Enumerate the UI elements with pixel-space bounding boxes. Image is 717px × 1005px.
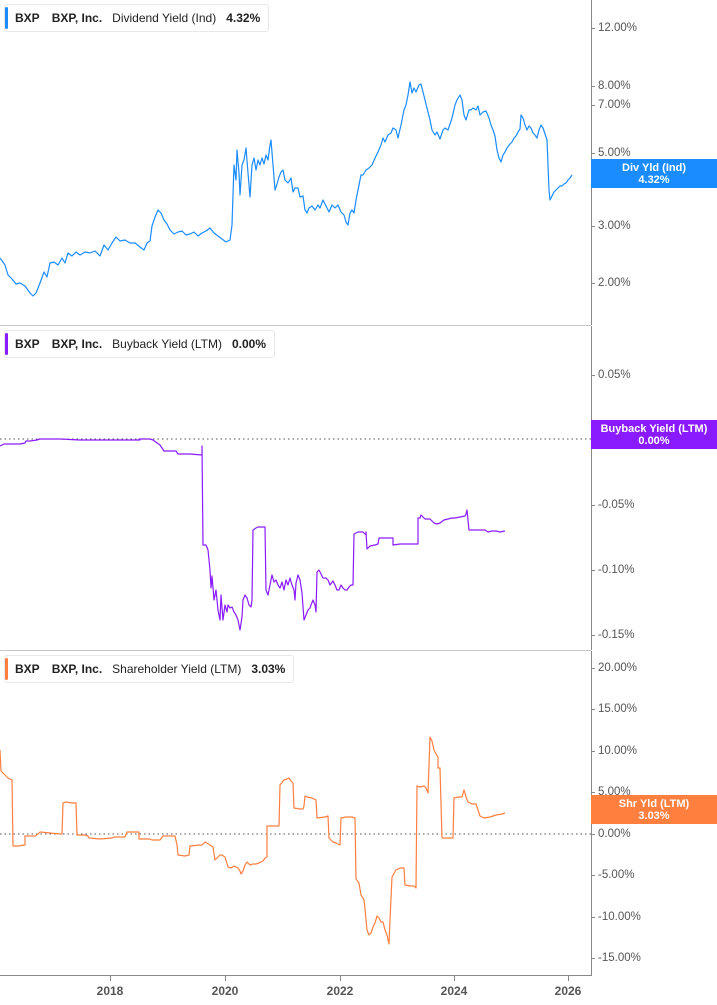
tag-value: 0.00% [638,434,670,447]
y-tick [591,709,595,710]
legend-ticker: BXP [15,11,40,25]
legend-value: 4.32% [226,11,261,25]
y-tick-label: 12.00% [598,22,638,34]
x-tick-label: 2022 [326,984,354,998]
y-tick [591,283,595,284]
y-tick-label: 0.00% [598,828,631,840]
tag-value: 3.03% [638,809,670,822]
y-tick-label: 8.00% [598,80,631,92]
x-tick-label: 2024 [440,984,468,998]
shareholder-yield-panel: BXP BXP, Inc. Shareholder Yield (LTM) 3.… [0,651,717,975]
y-tick [591,28,595,29]
y-tick-label: -15.00% [598,952,641,964]
y-tick-label: 2.00% [598,277,631,289]
y-tick [591,635,595,636]
y-tick [591,917,595,918]
series-color-marker [5,7,8,29]
x-tick [340,976,341,981]
x-tick-label: 2018 [96,984,124,998]
buyback-yield-panel: BXP BXP, Inc. Buyback Yield (LTM) 0.00% … [0,326,717,650]
buyback-yield-line [0,438,591,631]
tag-label: Div Yld (Ind) [622,161,686,174]
y-axis-line [591,326,592,650]
y-tick-label: -10.00% [598,911,641,923]
series-color-marker [5,333,8,355]
tag-label: Buyback Yield (LTM) [600,422,708,435]
legend-metric: Buyback Yield (LTM) [112,337,222,351]
y-tick-label: 10.00% [598,745,638,757]
tag-value: 4.32% [638,173,670,186]
legend-company: BXP, Inc. [51,11,103,25]
y-tick-label: 20.00% [598,662,638,674]
x-tick [568,976,569,981]
y-tick [591,105,595,106]
y-tick [591,792,595,793]
y-tick [591,875,595,876]
panel-divider [0,325,591,326]
y-tick-label: 5.00% [598,147,631,159]
y-tick-label: -0.05% [598,499,635,511]
x-tick [454,976,455,981]
legend-company: BXP, Inc. [51,337,103,351]
series-color-marker [5,658,8,680]
legend-value: 3.03% [251,662,286,676]
y-tick [591,226,595,227]
shareholder-yield-legend: BXP BXP, Inc. Shareholder Yield (LTM) 3.… [4,655,295,683]
y-tick-label: 3.00% [598,220,631,232]
y-tick-label: -0.10% [598,564,635,576]
legend-metric: Shareholder Yield (LTM) [112,662,242,676]
current-value-tag: Div Yld (Ind) 4.32% [591,159,717,188]
y-tick [591,153,595,154]
dividend-yield-panel: BXP BXP, Inc. Dividend Yield (Ind) 4.32%… [0,0,717,325]
panel-divider [0,650,591,651]
y-tick-label: -5.00% [598,869,635,881]
legend-metric: Dividend Yield (Ind) [112,11,217,25]
y-tick-label: 15.00% [598,703,638,715]
x-tick [110,976,111,981]
x-axis-line [0,975,592,976]
y-tick [591,375,595,376]
y-tick-label: 0.05% [598,369,631,381]
x-tick-label: 2020 [211,984,239,998]
y-tick [591,570,595,571]
shareholder-yield-line [0,736,591,945]
dividend-yield-legend: BXP BXP, Inc. Dividend Yield (Ind) 4.32% [4,4,270,32]
y-tick [591,834,595,835]
legend-company: BXP, Inc. [51,662,103,676]
dividend-yield-line [0,81,573,297]
tag-label: Shr Yld (LTM) [618,797,690,810]
buyback-yield-legend: BXP BXP, Inc. Buyback Yield (LTM) 0.00% [4,330,276,358]
x-tick-label: 2026 [554,984,582,998]
y-tick [591,958,595,959]
y-tick [591,86,595,87]
y-tick [591,505,595,506]
y-tick-label: -0.15% [598,629,635,641]
x-tick [225,976,226,981]
legend-ticker: BXP [15,337,40,351]
current-value-tag: Buyback Yield (LTM) 0.00% [591,420,717,449]
y-tick-label: 7.00% [598,99,631,111]
legend-ticker: BXP [15,662,40,676]
y-tick [591,668,595,669]
current-value-tag: Shr Yld (LTM) 3.03% [591,795,717,824]
legend-value: 0.00% [231,337,267,351]
y-tick [591,751,595,752]
